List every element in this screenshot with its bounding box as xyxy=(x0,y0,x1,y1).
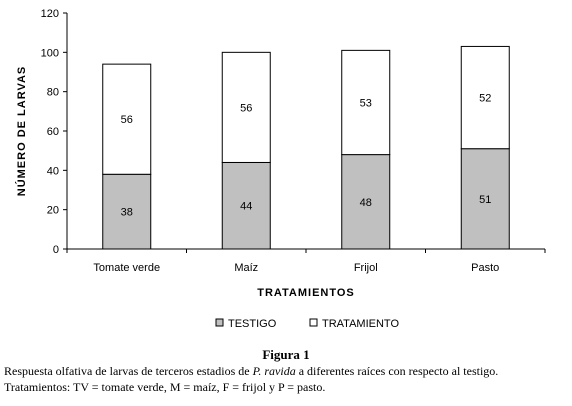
y-tick-label: 120 xyxy=(41,8,59,20)
data-label-testigo-1: 44 xyxy=(240,201,252,213)
x-tick-label: Pasto xyxy=(471,262,499,274)
bar-tratamiento-1 xyxy=(221,51,271,163)
data-label-tratamiento-0: 56 xyxy=(121,114,133,126)
x-tick-label: Tomate verde xyxy=(93,262,160,274)
data-label-testigo-0: 38 xyxy=(121,207,133,219)
stacked-bar-chart: 38 56 44 56 48 53 51 52 0 20 40 60 80 100 120 Tomate … xyxy=(15,8,546,330)
y-ticks-group: 0 20 40 60 80 100 120 xyxy=(41,8,67,256)
bar-testigo-0 xyxy=(102,173,152,250)
data-label-tratamiento-3: 52 xyxy=(479,93,491,105)
legend-swatch-testigo xyxy=(215,318,224,327)
caption-species-name: P. ravida xyxy=(252,364,296,378)
legend-swatch-tratamiento xyxy=(309,318,318,327)
data-label-testigo-3: 51 xyxy=(479,194,491,206)
y-tick-label: 20 xyxy=(47,205,59,217)
data-label-tratamiento-1: 56 xyxy=(240,102,252,114)
x-ticks-group: Tomate verde Maíz Frijol Pasto xyxy=(66,249,546,274)
x-axis-title: TRATAMIENTOS xyxy=(257,287,355,299)
data-label-tratamiento-2: 53 xyxy=(360,97,372,109)
legend: TESTIGO TRATAMIENTO xyxy=(215,318,399,330)
legend-label-tratamiento: TRATAMIENTO xyxy=(322,318,399,330)
y-tick-label: 100 xyxy=(41,47,59,59)
y-tick-label: 80 xyxy=(47,87,59,99)
caption-text-post: a diferentes raíces con respecto al test… xyxy=(295,364,499,378)
y-tick-label: 40 xyxy=(47,165,59,177)
bar-tratamiento-3 xyxy=(460,45,510,150)
y-tick-label: 0 xyxy=(53,244,59,256)
bar-tratamiento-2 xyxy=(341,49,391,156)
legend-label-testigo: TESTIGO xyxy=(228,318,277,330)
caption-line-2: Tratamientos: TV = tomate verde, M = maí… xyxy=(4,380,326,394)
caption-text-pre: Respuesta olfativa de larvas de terceros… xyxy=(4,364,253,378)
y-tick-label: 60 xyxy=(47,126,59,138)
figure-title: Figura 1 xyxy=(262,347,310,362)
bars-group xyxy=(102,45,510,250)
data-labels-group: 38 56 44 56 48 53 51 52 xyxy=(121,93,492,219)
caption-line-1: Respuesta olfativa de larvas de terceros… xyxy=(4,364,570,379)
x-tick-label: Maíz xyxy=(234,262,258,274)
data-label-testigo-2: 48 xyxy=(360,197,372,209)
bar-tratamiento-0 xyxy=(102,63,152,175)
x-tick-label: Frijol xyxy=(354,262,378,274)
y-axis-title: NÚMERO DE LARVAS xyxy=(15,66,28,197)
